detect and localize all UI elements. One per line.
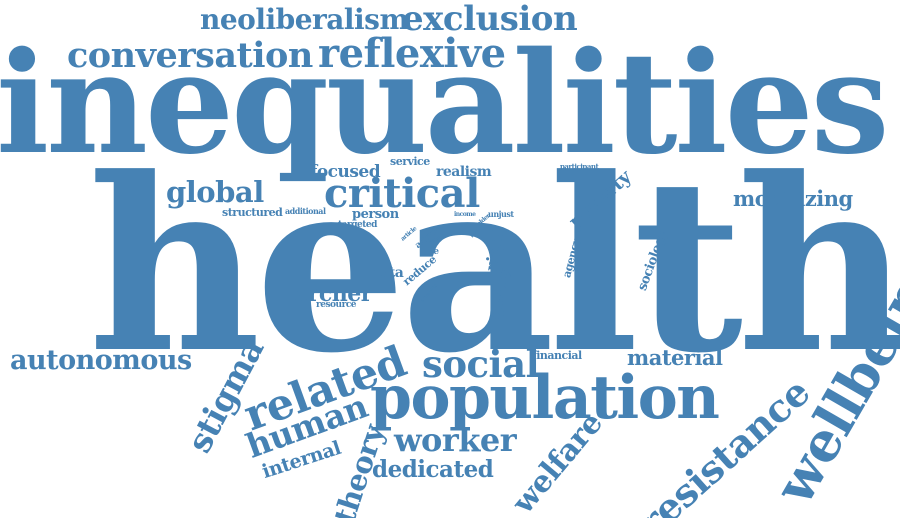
word-health: health xyxy=(88,127,900,406)
word-mobilizing: mobilizing xyxy=(733,186,853,211)
word-conversation: conversation xyxy=(67,35,313,76)
word-life: life xyxy=(424,247,439,257)
word-income: income xyxy=(454,211,476,218)
word-inequalities: inequalities xyxy=(0,22,890,186)
word-population: population xyxy=(370,363,720,433)
word-service: service xyxy=(390,155,430,168)
word-critical: critical xyxy=(324,170,480,217)
word-resource: resource xyxy=(316,300,357,310)
word-neoliberalism: neoliberalism xyxy=(200,3,409,36)
word-exclusion: exclusion xyxy=(402,0,578,39)
word-focused: focused xyxy=(310,162,381,182)
word-person: person xyxy=(352,207,399,222)
word-realism: realism xyxy=(436,164,492,180)
word-material: material xyxy=(627,345,723,370)
word-reflexive: reflexive xyxy=(318,30,506,77)
word-unjust: unjust xyxy=(488,209,514,219)
word-meta: meta xyxy=(366,265,404,281)
word-dedicated: dedicated xyxy=(372,456,494,483)
word-social: social xyxy=(422,342,540,386)
word-global: global xyxy=(166,175,264,209)
word-autonomous: autonomous xyxy=(10,345,192,376)
word-targeted: targeted xyxy=(338,220,377,230)
word-structured: structured xyxy=(222,206,283,219)
word-worker: worker xyxy=(394,421,517,459)
word-financial: financial xyxy=(532,349,582,362)
word-participant: participant xyxy=(560,162,599,171)
word-additional: additional xyxy=(285,206,326,216)
word-archer: archer xyxy=(294,281,372,307)
